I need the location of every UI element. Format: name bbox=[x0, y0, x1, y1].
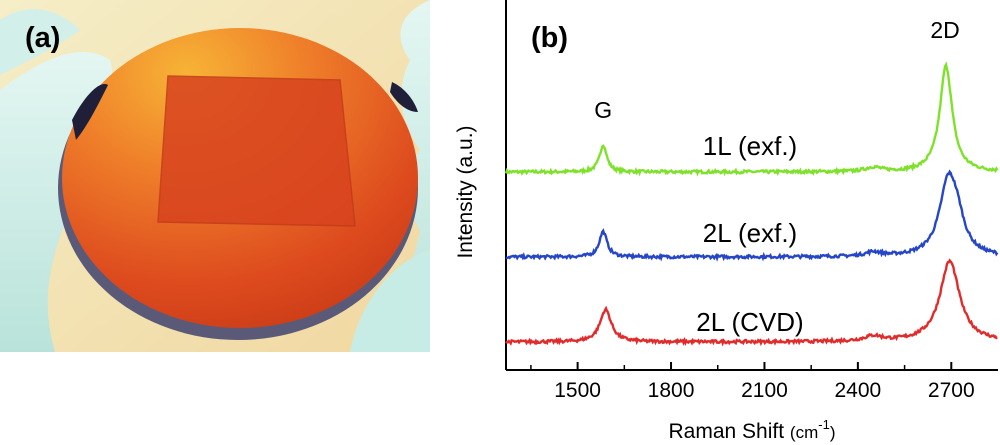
x-axis-unit-sup: -1 bbox=[818, 417, 830, 432]
wafer-photo bbox=[0, 0, 430, 352]
series-label-1: 1L (exf.) bbox=[703, 131, 797, 161]
series-label-3: 2L (CVD) bbox=[696, 307, 803, 337]
y-axis-title: Intensity (a.u.) bbox=[454, 125, 477, 258]
x-tick-label: 1800 bbox=[648, 379, 695, 402]
x-tick-label: 2400 bbox=[835, 379, 882, 402]
x-axis-title: Raman Shift (cm-1) bbox=[669, 417, 836, 443]
wafer-photo-graphic bbox=[0, 0, 430, 352]
graphene-film bbox=[157, 75, 356, 227]
series-line-2 bbox=[505, 169, 999, 262]
x-axis-title-main: Raman Shift bbox=[669, 420, 785, 443]
peak-label-2d: 2D bbox=[930, 17, 959, 43]
series-line-1 bbox=[504, 61, 999, 177]
x-axis-unit-close: ) bbox=[830, 423, 836, 442]
panel-b-label: (b) bbox=[531, 22, 569, 54]
x-axis-unit-open: (cm bbox=[790, 423, 818, 442]
series-label-2: 2L (exf.) bbox=[703, 218, 797, 248]
x-tick-label: 2700 bbox=[928, 379, 975, 402]
raman-chart-svg: Intensity (a.u.) Raman Shift (cm-1) 1500… bbox=[454, 0, 999, 443]
x-tick-label: 2100 bbox=[741, 379, 788, 402]
panel-a-label: (a) bbox=[25, 22, 61, 54]
x-tick-label: 1500 bbox=[554, 379, 601, 402]
raman-chart: Intensity (a.u.) Raman Shift (cm-1) 1500… bbox=[430, 0, 1000, 445]
peak-label-g: G bbox=[594, 97, 612, 123]
series-line-3 bbox=[505, 258, 998, 347]
